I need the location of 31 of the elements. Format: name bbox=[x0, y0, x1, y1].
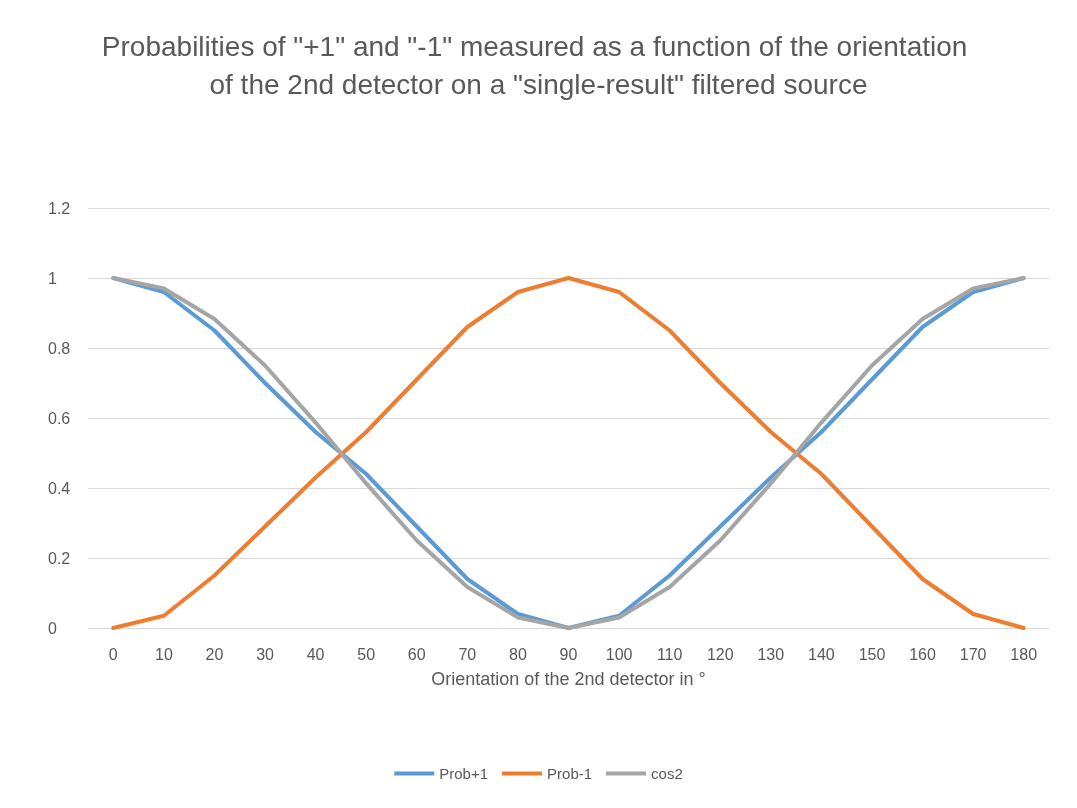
x-tick-label: 100 bbox=[605, 645, 633, 663]
x-tick-label: 80 bbox=[509, 645, 527, 663]
y-tick-label: 0 bbox=[48, 619, 57, 637]
legend-label: Prob+1 bbox=[439, 765, 489, 782]
x-tick-label: 10 bbox=[154, 645, 173, 663]
y-tick-label: 1.2 bbox=[48, 199, 71, 217]
x-tick-label: 40 bbox=[306, 645, 325, 663]
x-tick-label: 160 bbox=[909, 645, 936, 663]
x-tick-label: 0 bbox=[108, 645, 118, 663]
chart-title: Probabilities of "+1" and "-1" measured as a function of the orientation of the 2nd detector on a "single-result" filtered source bbox=[101, 30, 976, 100]
x-tick-label: 180 bbox=[1010, 645, 1038, 663]
x-tick-label: 20 bbox=[205, 645, 224, 663]
x-tick-label: 50 bbox=[357, 645, 376, 663]
x-tick-label: 90 bbox=[559, 645, 578, 663]
x-tick-label: 140 bbox=[808, 645, 835, 663]
x-axis-title: Orientation of the 2nd detector in ° bbox=[431, 669, 706, 689]
x-tick-label: 110 bbox=[656, 645, 683, 663]
y-tick-label: 0.6 bbox=[48, 409, 71, 427]
y-tick-label: 1 bbox=[48, 269, 57, 287]
y-tick-label: 0.8 bbox=[48, 339, 71, 357]
x-tick-label: 30 bbox=[256, 645, 275, 663]
legend-label: cos2 bbox=[651, 765, 683, 782]
y-tick-label: 0.2 bbox=[48, 549, 71, 567]
legend-label: Prob-1 bbox=[547, 765, 593, 782]
x-tick-label: 70 bbox=[458, 645, 477, 663]
y-tick-label: 0.4 bbox=[48, 479, 71, 497]
x-tick-label: 120 bbox=[706, 645, 734, 663]
x-tick-label: 150 bbox=[858, 645, 886, 663]
x-tick-label: 130 bbox=[757, 645, 785, 663]
x-tick-label: 60 bbox=[407, 645, 426, 663]
x-tick-label: 170 bbox=[959, 645, 987, 663]
